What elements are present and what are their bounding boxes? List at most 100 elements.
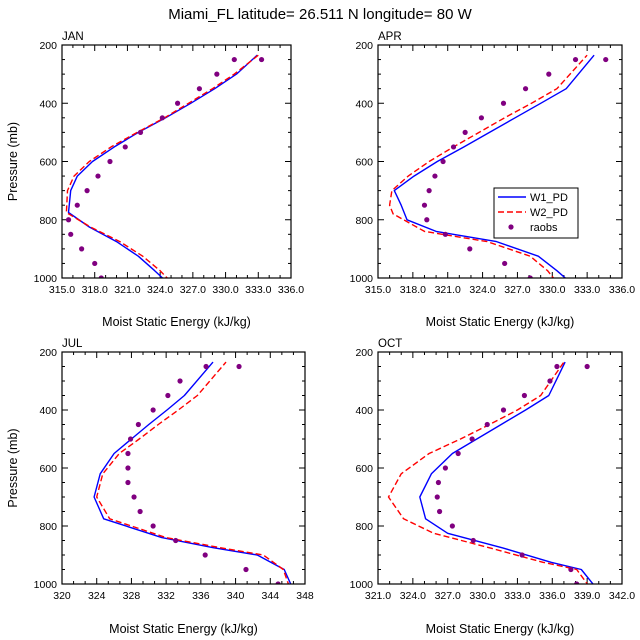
x-tick-label: 327.0 xyxy=(435,590,461,602)
y-tick-label: 1000 xyxy=(34,273,58,285)
x-tick-label: 324.0 xyxy=(147,284,173,296)
legend-marker xyxy=(508,224,514,230)
raobs-point xyxy=(125,450,131,457)
panel-title: OCT xyxy=(378,338,402,350)
y-tick-label: 200 xyxy=(39,347,57,359)
raobs-point xyxy=(74,202,80,208)
raobs-point xyxy=(546,71,552,77)
w1-pd-line xyxy=(393,54,595,278)
w1-pd-line xyxy=(67,54,258,278)
raobs-point xyxy=(421,202,428,208)
raobs-point xyxy=(521,392,528,399)
raobs-point xyxy=(125,479,131,486)
raobs-point xyxy=(547,378,553,384)
plot-frame xyxy=(377,44,623,279)
series-group xyxy=(93,361,292,584)
raobs-point xyxy=(426,188,432,194)
raobs-point xyxy=(500,100,507,106)
x-tick-label: 327.0 xyxy=(180,284,206,296)
raobs-point xyxy=(574,581,580,584)
raobs-point xyxy=(231,56,237,63)
x-tick-label: 324 xyxy=(88,590,106,602)
raobs-point xyxy=(135,421,141,428)
raobs-point xyxy=(572,56,579,63)
raobs-point xyxy=(122,144,128,150)
w2-pd-line xyxy=(65,54,259,278)
y-tick-label: 600 xyxy=(39,463,57,475)
x-tick-label: 344 xyxy=(262,590,280,602)
raobs-point xyxy=(131,494,137,500)
raobs-point xyxy=(435,479,442,486)
raobs-point xyxy=(522,86,529,92)
legend-label: W1_PD xyxy=(530,192,568,204)
raobs-point xyxy=(275,581,281,584)
raobs-point xyxy=(469,436,475,442)
x-tick-label: 321.0 xyxy=(365,590,391,602)
x-tick-label: 330.0 xyxy=(539,284,565,296)
y-tick-label: 1000 xyxy=(34,579,58,591)
raobs-point xyxy=(519,552,525,558)
panel-title: APR xyxy=(378,31,402,43)
y-tick-label: 600 xyxy=(355,157,373,169)
raobs-point xyxy=(137,508,143,515)
raobs-point xyxy=(500,407,507,413)
raobs-point xyxy=(484,421,490,428)
raobs-point xyxy=(159,115,165,121)
raobs-point xyxy=(243,566,249,573)
panels: 315.0 318.0 321.0 324.0 327.0 330.0 333.0 336.0… xyxy=(6,31,635,636)
raobs-point xyxy=(455,450,461,457)
raobs-point xyxy=(424,217,430,223)
x-tick-label: 328 xyxy=(123,590,141,602)
x-tick-label: 321.0 xyxy=(114,284,140,296)
raobs-point xyxy=(137,129,144,135)
x-tick-label: 321.0 xyxy=(435,284,461,296)
series-group xyxy=(387,361,594,584)
x-tick-label: 315.0 xyxy=(49,284,75,296)
raobs-point xyxy=(95,173,101,179)
w2-pd-line xyxy=(387,361,589,584)
y-tick-label: 800 xyxy=(355,521,373,533)
series-group xyxy=(65,54,265,278)
raobs-point xyxy=(150,407,156,413)
x-tick-label: 315.0 xyxy=(365,284,391,296)
raobs-point xyxy=(434,494,440,500)
panel-jan: 315.0 318.0 321.0 324.0 327.0 330.0 333.0 336.0… xyxy=(6,31,304,329)
y-tick-label: 400 xyxy=(39,405,57,417)
x-tick-label: 342.0 xyxy=(609,590,635,602)
x-tick-label: 330.0 xyxy=(469,590,495,602)
raobs-point xyxy=(584,363,590,370)
raobs-point xyxy=(84,188,90,194)
raobs-point xyxy=(236,363,242,370)
raobs-point xyxy=(442,465,448,471)
y-tick-label: 800 xyxy=(39,521,57,533)
x-axis-label: Moist Static Energy (kJ/kg) xyxy=(109,622,258,636)
w1-pd-line xyxy=(93,361,292,584)
y-tick-label: 600 xyxy=(355,463,373,475)
raobs-point xyxy=(174,100,181,106)
y-tick-label: 800 xyxy=(355,215,373,227)
y-axis-label: Pressure (mb) xyxy=(6,122,20,201)
x-tick-label: 333.0 xyxy=(504,590,530,602)
raobs-point xyxy=(125,465,131,471)
raobs-point xyxy=(450,144,457,150)
figure-title: Miami_FL latitude= 26.511 N longitude= 8… xyxy=(168,6,472,23)
raobs-point xyxy=(462,129,468,135)
raobs-point xyxy=(177,378,183,384)
y-tick-label: 400 xyxy=(355,98,373,110)
panel-jul: 320 324 328 332 336 340 344 348 200 400 600 800 1000… xyxy=(6,338,314,636)
x-tick-label: 330.0 xyxy=(212,284,238,296)
raobs-point xyxy=(150,523,156,529)
panel-title: JUL xyxy=(62,338,83,350)
x-tick-label: 332 xyxy=(157,590,175,602)
raobs-point xyxy=(467,246,473,252)
w1-pd-line xyxy=(419,361,594,584)
x-tick-label: 327.0 xyxy=(504,284,530,296)
w2-pd-line xyxy=(95,361,290,584)
w2-pd-line xyxy=(388,54,588,278)
raobs-point xyxy=(203,363,209,370)
raobs-point xyxy=(196,86,202,92)
x-tick-label: 339.0 xyxy=(574,590,600,602)
raobs-point xyxy=(165,392,171,399)
legend-label: raobs xyxy=(530,222,558,234)
